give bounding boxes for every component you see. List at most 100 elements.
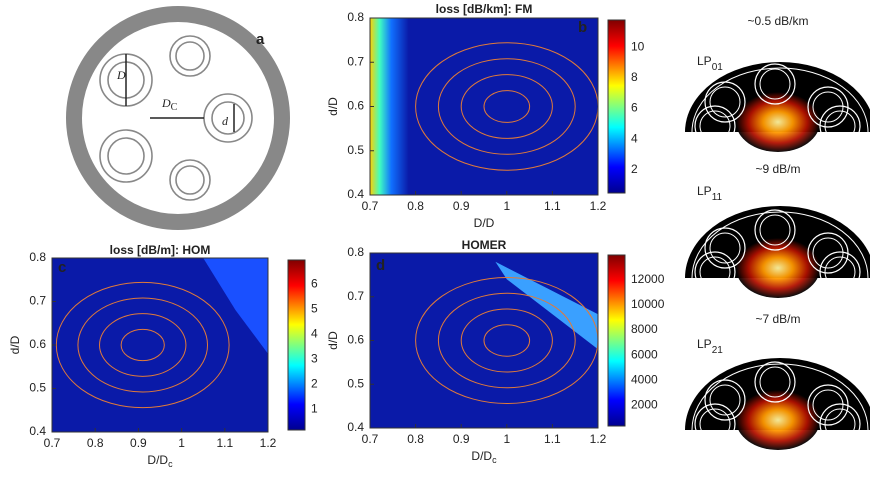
contour-line <box>460 308 553 373</box>
x-tick-label: 0.8 <box>87 436 104 450</box>
y-axis-label: d/D <box>8 335 22 354</box>
capillary-inner <box>812 389 844 421</box>
capillary <box>704 227 746 269</box>
capillary <box>694 403 736 445</box>
contour-line <box>483 324 531 357</box>
capillary-inner <box>824 110 856 142</box>
colorbar-tick-label: 6000 <box>631 347 658 361</box>
colorbar <box>607 19 626 194</box>
y-tick-label: 0.7 <box>29 294 46 308</box>
x-tick-label: 1.2 <box>590 432 607 446</box>
colorbar-tick-label: 8000 <box>631 322 658 336</box>
capillary-inner <box>759 68 791 100</box>
capillary-inner <box>709 384 741 416</box>
capillary <box>819 251 861 293</box>
mode-loss: ~0.5 dB/km <box>747 14 808 28</box>
mode-hotspot <box>736 92 820 152</box>
x-tick-label: 0.7 <box>44 436 61 450</box>
colorbar-tick-label: 8 <box>631 70 638 84</box>
capillary <box>704 379 746 421</box>
capillary-inner <box>699 110 731 142</box>
y-tick-label: 0.4 <box>347 187 364 201</box>
mode-outline <box>691 67 869 133</box>
schematic: D DC d a <box>66 6 290 230</box>
y-tick-label: 0.6 <box>29 337 46 351</box>
pitch-label: DC <box>161 96 178 114</box>
panel-letter: c <box>58 259 66 276</box>
colorbar-tick-label: 2000 <box>631 398 658 412</box>
capillary <box>694 251 736 293</box>
y-tick-label: 0.6 <box>347 99 364 113</box>
panel-title: loss [dB/km]: FM <box>436 2 533 16</box>
capillary <box>807 86 849 128</box>
x-label-main: D/D <box>474 216 495 230</box>
x-tick-label: 1 <box>503 432 510 446</box>
contour-line <box>77 297 209 393</box>
colorbar-tick-label: 12000 <box>631 272 665 286</box>
x-tick-label: 1.2 <box>260 436 277 450</box>
y-tick-label: 0.5 <box>347 376 364 390</box>
panel-title: HOMER <box>462 238 507 252</box>
y-tick-label: 0.8 <box>347 10 364 24</box>
mode-name: LP21 <box>697 337 723 355</box>
x-tick-label: 0.9 <box>130 436 147 450</box>
capillary-inner <box>759 366 791 398</box>
capillary <box>819 105 861 147</box>
x-tick-label: 0.8 <box>407 432 424 446</box>
contour-line <box>460 74 553 139</box>
capillary <box>819 403 861 445</box>
panel-letter: b <box>578 19 587 36</box>
colorbar-tick-label: 10 <box>631 39 645 53</box>
colorbar-tick-label: 6 <box>631 101 638 115</box>
capillary-inner <box>812 237 844 269</box>
colorbar-tick-label: 6 <box>311 277 318 291</box>
mode-image: ~9 dB/m LP11 <box>685 162 870 298</box>
capillary-inner <box>709 86 741 118</box>
x-label-sub: c <box>168 459 173 469</box>
map-feature <box>203 258 268 354</box>
x-tick-label: 0.9 <box>453 432 470 446</box>
capillary <box>754 63 796 105</box>
mode-hotspot <box>736 390 820 450</box>
colorbar-tick-label: 4 <box>311 327 318 341</box>
y-tick-label: 0.5 <box>347 143 364 157</box>
mode-image: ~0.5 dB/km LP01 <box>685 14 870 152</box>
x-tick-label: 1.1 <box>544 199 561 213</box>
x-tick-label: 0.8 <box>407 199 424 213</box>
x-tick-label: 1.1 <box>216 436 233 450</box>
y-tick-label: 0.8 <box>347 245 364 259</box>
colorbar-tick-label: 5 <box>311 302 318 316</box>
x-axis-label: D/D <box>474 216 495 230</box>
contour-line <box>483 90 531 123</box>
mode-name-sub: 21 <box>712 345 724 356</box>
mode-outline <box>691 363 869 431</box>
y-tick-label: 0.7 <box>347 289 364 303</box>
mode-loss: ~9 dB/m <box>755 162 800 176</box>
map-edge <box>370 18 409 195</box>
mode-outline <box>691 211 869 279</box>
contour-line <box>437 292 576 389</box>
y-tick-label: 0.6 <box>347 333 364 347</box>
contour-line <box>55 281 230 409</box>
capillary <box>754 361 796 403</box>
x-tick-label: 0.7 <box>362 199 379 213</box>
x-label-main: D/D <box>471 449 492 463</box>
panel-title: loss [dB/m]: HOM <box>110 243 211 257</box>
capillary <box>694 105 736 147</box>
y-axis-label: d/D <box>326 331 340 350</box>
colorbar-tick-label: 2 <box>311 377 318 391</box>
capillary-inner <box>824 256 856 288</box>
x-axis-label: D/Dc <box>147 453 173 469</box>
inner-label: d <box>222 114 229 128</box>
colorbar-tick-label: 4 <box>631 131 638 145</box>
x-tick-label: 1 <box>503 199 510 213</box>
contour-line <box>120 328 165 362</box>
colorbar <box>287 259 306 431</box>
mode-name-sub: 11 <box>712 192 723 203</box>
contour-panel: loss [dB/km]: FM b 0.4 0.5 0.6 0.7 0.8 0.7 0.8 0.… <box>326 2 645 230</box>
x-axis-label: D/Dc <box>471 449 497 465</box>
panel-letter: a <box>256 31 265 48</box>
mode-name-main: LP <box>697 184 712 198</box>
